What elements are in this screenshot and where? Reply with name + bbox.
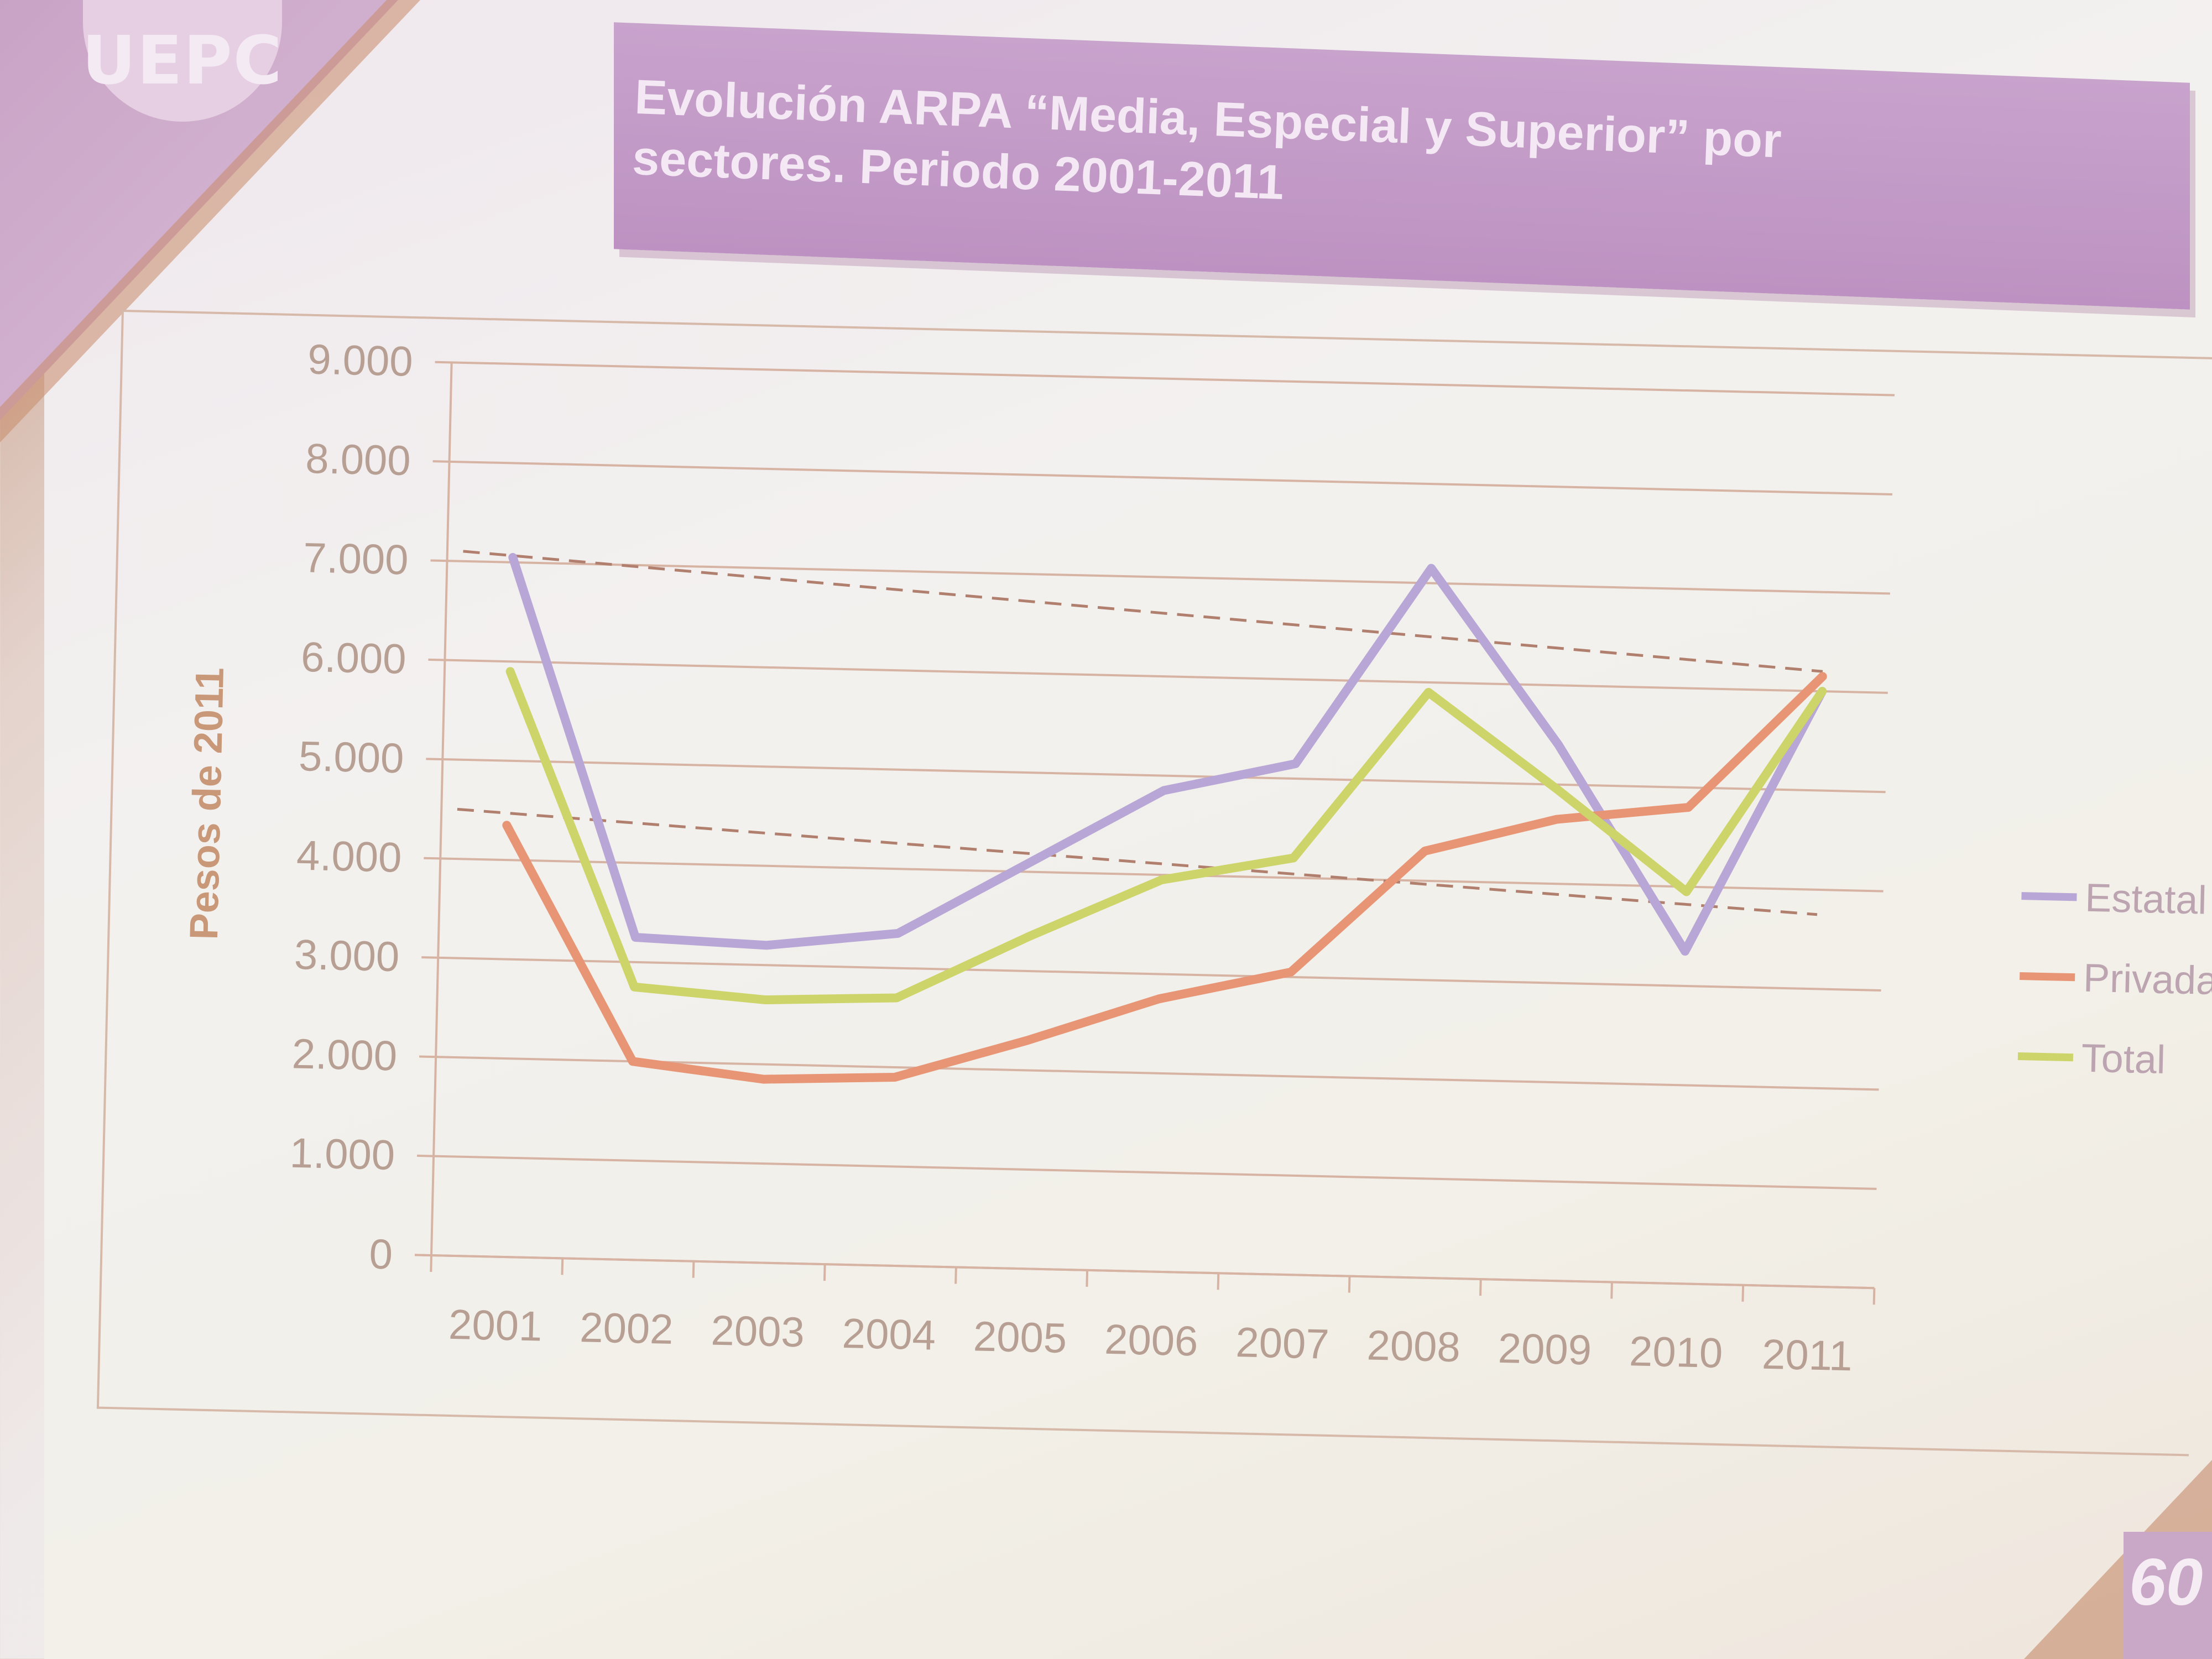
gridline-y-5000 [426,758,1886,794]
x-tick-mark [692,1261,695,1278]
page-number: 60 [2129,1545,2203,1619]
y-axis-line [430,362,453,1256]
y-tick-label: 3.000 [294,931,400,980]
corner-block-bottom-right [2124,1532,2212,1659]
legend-swatch-privada [2020,972,2075,982]
y-tick-label: 7.000 [302,534,409,583]
gridline-y-6000 [428,658,1888,694]
y-tick-label: 6.000 [300,634,406,683]
x-tick-mark [1348,1276,1351,1293]
x-tick-mark [1217,1273,1220,1290]
gridline-y-3000 [421,956,1881,992]
legend-label-privada: Privada [2083,956,2212,1004]
y-tick-label: 9.000 [307,336,414,385]
x-tick-label: 2011 [1761,1331,1853,1380]
y-tick-label: 1.000 [289,1130,395,1179]
legend-swatch-estatal [2021,892,2077,901]
legend-swatch-total [2017,1052,2074,1062]
y-axis-title: Pesos de 2011 [182,667,232,940]
x-tick-label: 2008 [1366,1322,1461,1371]
y-tick-label: 2.000 [291,1030,398,1079]
legend-label-total: Total [2081,1036,2166,1082]
trend-line-2 [457,807,1818,916]
x-tick-mark [1610,1282,1613,1299]
x-tick-label: 2005 [973,1313,1067,1362]
x-tick-mark [1479,1279,1482,1296]
x-axis-line [414,1254,1875,1290]
x-tick-label: 2009 [1498,1325,1592,1374]
y-tick-label: 8.000 [305,435,411,484]
gridline-y-9000 [435,361,1895,397]
gridline-y-8000 [432,460,1892,496]
x-tick-label: 2004 [842,1310,936,1359]
x-tick-label: 2007 [1235,1319,1330,1368]
x-tick-label: 2001 [448,1301,542,1350]
series-line-total [505,667,1827,1005]
x-tick-label: 2006 [1104,1316,1198,1365]
series-line-privada [502,672,1827,1084]
logo-text: UEPC [82,22,283,100]
y-tick-label: 4.000 [296,832,402,881]
x-tick-mark [1872,1288,1876,1305]
series-line-estatal [508,552,1827,956]
legend-label-estatal: Estatal [2085,876,2208,923]
y-tick-label: 5.000 [298,733,404,782]
x-tick-label: 2010 [1629,1328,1723,1377]
gridline-y-7000 [430,559,1890,595]
x-tick-label: 2002 [580,1304,674,1353]
trend-line-1 [463,550,1823,673]
gridline-y-1000 [417,1154,1877,1190]
x-tick-label: 2003 [711,1307,805,1357]
y-tick-label: 0 [369,1230,393,1278]
x-tick-mark [561,1258,564,1275]
